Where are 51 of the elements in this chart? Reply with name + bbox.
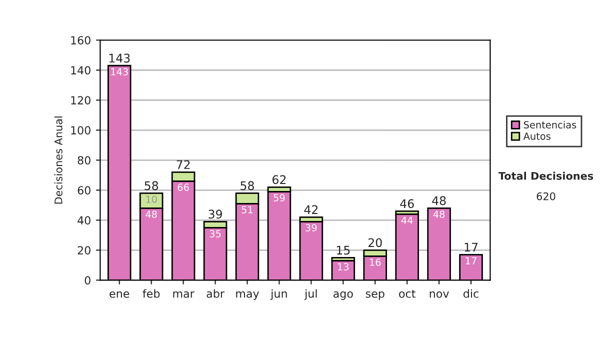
y-tick-label: 160: [71, 36, 90, 44]
data-label: 17: [466, 257, 476, 264]
x-tick-label: nov: [430, 291, 449, 298]
x-tick-label: dic: [464, 289, 478, 298]
total-label: 15: [336, 246, 350, 255]
data-label: 13: [338, 263, 349, 270]
x-tick-label: oct: [399, 290, 416, 298]
total-label: 20: [368, 238, 382, 248]
total-label: 58: [240, 181, 254, 190]
data-label: 10: [146, 196, 157, 203]
total-label: 39: [208, 210, 222, 219]
x-tick-label: ago: [333, 291, 353, 300]
text: 620: [536, 192, 556, 200]
y-tick-label: 80: [78, 156, 90, 165]
y-axis-title: Decisiones Anual: [54, 116, 62, 204]
total-label: 48: [432, 196, 446, 206]
text: Total Decisiones: [498, 172, 594, 180]
total-label: 17: [464, 242, 478, 252]
data-label: 59: [274, 194, 285, 202]
data-label: 66: [178, 184, 189, 191]
x-tick-label: ene: [110, 291, 130, 298]
data-label: 48: [146, 210, 157, 218]
data-label: 143: [111, 68, 128, 76]
y-tick-label: 0: [84, 276, 90, 285]
y-tick-label: 20: [78, 246, 90, 255]
data-label: 16: [370, 258, 381, 266]
y-tick-label: 40: [78, 216, 90, 225]
y-tick-label: 60: [78, 186, 90, 195]
y-tick-label: 140: [71, 66, 90, 75]
total-label: 46: [400, 199, 414, 208]
data-label: 44: [401, 216, 413, 224]
x-tick-label: mar: [173, 291, 194, 298]
total-label: 58: [144, 181, 158, 190]
x-tick-label: abr: [206, 289, 224, 298]
x-tick-label: sep: [366, 291, 384, 300]
total-label: 42: [304, 205, 318, 214]
y-tick-label: 100: [71, 126, 90, 135]
data-label: 39: [306, 224, 317, 232]
y-tick-label: 120: [71, 96, 90, 105]
data-label: 48: [433, 210, 445, 218]
total-label: 62: [272, 175, 286, 184]
total-label: 72: [176, 160, 190, 169]
x-tick-label: may: [236, 291, 260, 300]
data-label: 51: [242, 206, 253, 214]
total-label: 143: [109, 54, 130, 63]
data-label: 35: [210, 230, 221, 238]
x-tick-label: jun: [270, 289, 287, 300]
legend-label: Autos: [523, 132, 550, 140]
x-tick-label: jul: [304, 289, 317, 300]
legend-label: Sentencias: [524, 120, 576, 128]
x-tick-label: feb: [142, 289, 160, 298]
